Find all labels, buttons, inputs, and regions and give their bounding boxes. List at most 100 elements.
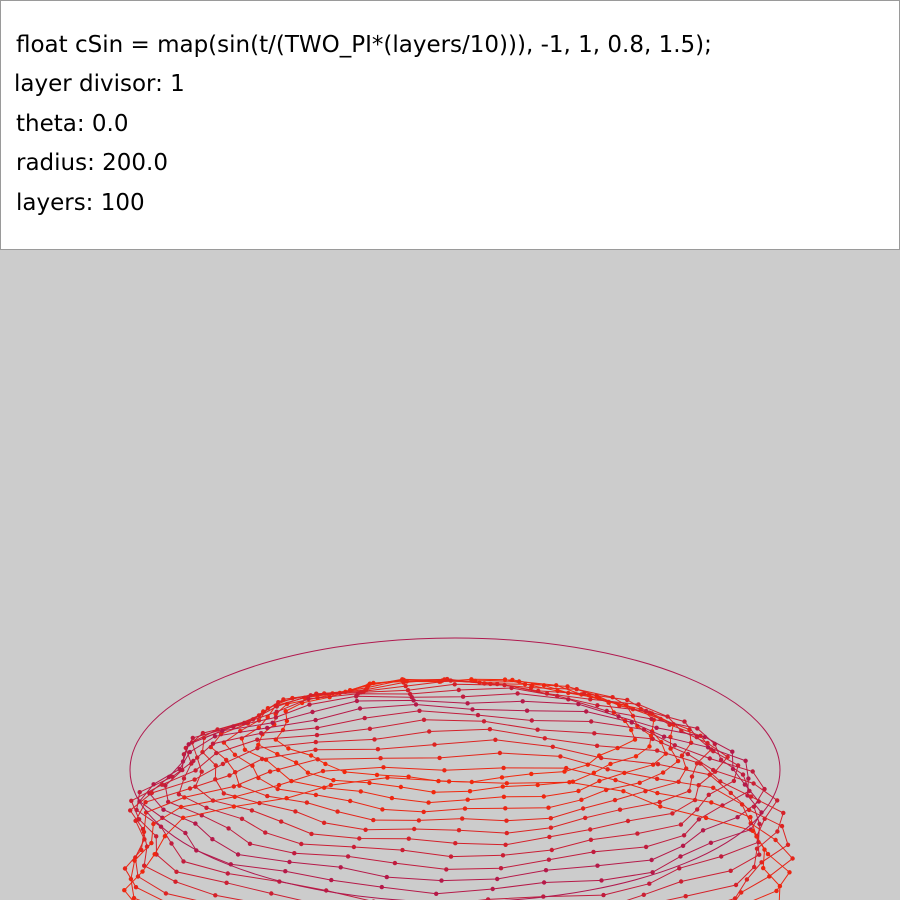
torus-vertex <box>401 680 406 685</box>
torus-vertex <box>608 761 613 767</box>
torus-vertex <box>453 841 458 846</box>
torus-vertex <box>591 849 596 855</box>
torus-vertex <box>728 868 733 873</box>
torus-vertex <box>439 878 444 883</box>
torus-vertex <box>357 836 362 841</box>
torus-vertex <box>516 679 522 684</box>
torus-vertex <box>456 687 461 693</box>
torus-vertex <box>437 755 442 761</box>
torus-vertex <box>705 745 711 750</box>
torus-vertex <box>546 857 552 862</box>
torus-vertex <box>456 828 462 833</box>
torus-vertex <box>293 760 299 765</box>
torus-vertex <box>481 719 487 724</box>
torus-vertex <box>313 792 319 798</box>
torus-ring <box>123 777 781 900</box>
torus-vertex <box>313 747 318 752</box>
torus-vertex <box>379 884 384 890</box>
torus-vertex <box>283 869 288 874</box>
torus-vertex <box>392 860 398 866</box>
torus-vertex <box>678 822 684 827</box>
torus-vertex <box>180 815 186 820</box>
torus-vertex <box>781 810 786 816</box>
torus-vertex <box>313 717 318 723</box>
torus-vertex <box>698 761 703 766</box>
torus-vertex <box>497 750 503 756</box>
torus-vertex <box>504 781 509 786</box>
torus-vertex <box>683 894 688 899</box>
torus-vertex <box>259 756 265 762</box>
torus-vertex <box>765 851 771 857</box>
torus-vertex <box>650 736 655 742</box>
torus-vertex <box>444 867 449 872</box>
torus-vertex <box>583 815 588 821</box>
torus-canvas[interactable] <box>0 250 900 900</box>
torus-vertex <box>558 754 563 759</box>
torus-vertex <box>503 842 508 847</box>
torus-vertex <box>550 744 555 749</box>
torus-vertex <box>411 698 416 703</box>
torus-vertex <box>546 805 551 810</box>
layers-readout: layers: 100 <box>16 190 145 216</box>
torus-vertex <box>750 769 755 774</box>
torus-vertex <box>777 883 783 889</box>
torus-vertex <box>612 797 618 803</box>
torus-vertex <box>617 807 623 812</box>
torus-vertex <box>460 694 466 699</box>
torus-vertex <box>695 726 700 731</box>
torus-vertex <box>735 815 740 820</box>
torus-vertex <box>705 740 710 746</box>
theta-readout: theta: 0.0 <box>16 111 129 137</box>
torus-vertex <box>647 744 652 749</box>
torus-vertex <box>595 863 600 868</box>
torus-vertex <box>465 797 470 802</box>
torus-vertex <box>655 790 660 796</box>
torus-vertex <box>176 792 182 797</box>
torus-vertex <box>644 708 649 714</box>
torus-vertex <box>163 783 168 788</box>
torus-vertex <box>144 844 150 849</box>
torus-vertex <box>231 804 237 809</box>
torus-vertex <box>616 714 621 719</box>
torus-vertex <box>304 800 310 805</box>
torus-vertex <box>221 791 226 796</box>
torus-vertex <box>193 768 198 773</box>
torus-vertex <box>650 870 655 875</box>
code-line-text: float cSin = map(sin(t/(TWO_PI*(layers/1… <box>16 32 712 58</box>
torus-vertex <box>588 837 594 842</box>
torus-vertex <box>470 707 475 712</box>
torus-vertex <box>139 847 144 853</box>
torus-vertex <box>509 685 514 691</box>
torus-vertex <box>510 677 515 683</box>
torus-vertex <box>308 753 314 758</box>
torus-vertex <box>162 834 168 839</box>
torus-vertex <box>161 807 166 812</box>
torus-vertex <box>731 778 737 784</box>
torus-vertex <box>465 701 470 706</box>
torus-vertex <box>581 691 587 696</box>
torus-vertex <box>681 833 687 838</box>
torus-vertex <box>235 852 241 857</box>
torus-vertex <box>635 831 640 836</box>
torus-vertex <box>169 841 174 846</box>
torus-vertex <box>564 765 569 771</box>
torus-vertex <box>504 818 509 823</box>
torus-vertex <box>718 757 724 762</box>
torus-vertex <box>775 798 780 803</box>
torus-vertex <box>348 798 353 804</box>
torus-vertex <box>210 837 215 842</box>
torus-vertex <box>323 761 328 767</box>
torus-vertex <box>706 792 711 797</box>
torus-vertex <box>548 816 553 821</box>
torus-vertex <box>730 766 736 772</box>
torus-vertex <box>493 737 498 742</box>
torus-vertex <box>354 698 360 704</box>
torus-vertex <box>500 853 506 858</box>
torus-vertex <box>649 857 654 863</box>
torus-vertex <box>178 804 184 810</box>
torus-vertex <box>227 773 232 778</box>
radius-readout: radius: 200.0 <box>16 150 169 176</box>
torus-vertex <box>173 879 178 884</box>
torus-vertex <box>547 834 552 840</box>
torus-vertex <box>739 890 744 895</box>
